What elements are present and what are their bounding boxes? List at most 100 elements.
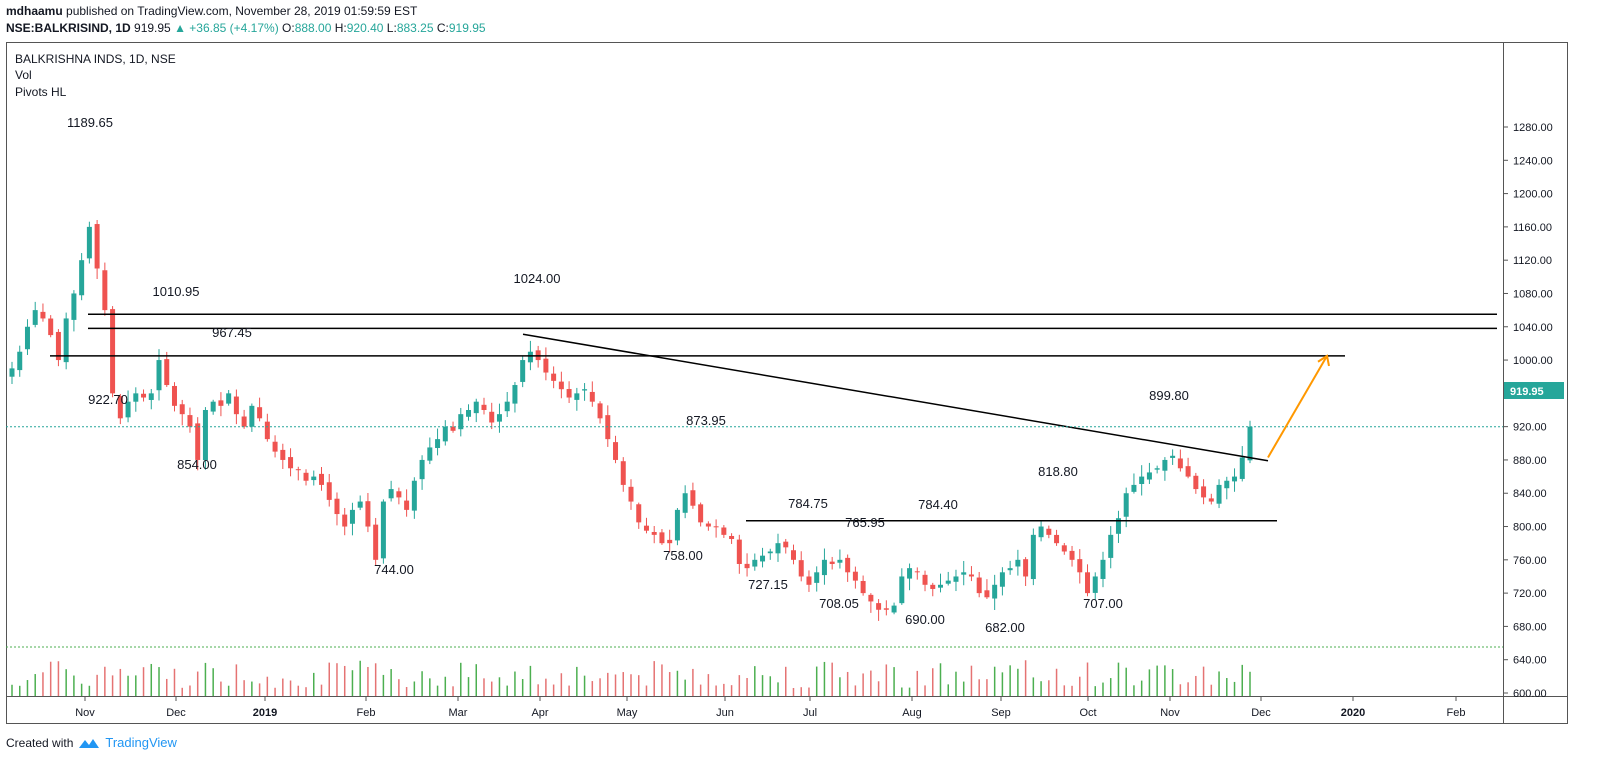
candle-body (179, 404, 185, 415)
candle-body (1077, 559, 1083, 573)
candle-body (458, 414, 464, 430)
candle-body (1247, 426, 1253, 461)
price-tick-label: 920.00 (1513, 422, 1547, 434)
candle-body (667, 539, 673, 544)
pivot-label: 758.00 (663, 548, 703, 563)
price-tick-label: 1000.00 (1513, 355, 1553, 367)
candle-body (1154, 468, 1160, 470)
candle-body (543, 358, 549, 373)
price-tick-label: 1200.00 (1513, 189, 1553, 201)
candle-body (589, 391, 595, 402)
high-value: 920.40 (346, 21, 384, 35)
candle-body (930, 584, 936, 589)
candle-body (79, 260, 85, 296)
candle-body (527, 351, 533, 363)
candles (9, 219, 1253, 621)
candle-body (1239, 457, 1245, 479)
candle-body (790, 550, 796, 560)
candle-body (767, 551, 773, 554)
last-price-badge-label: 919.95 (1510, 386, 1544, 398)
candle-body (613, 442, 619, 460)
time-tick-label: Nov (75, 707, 95, 719)
candle-body (210, 401, 216, 412)
price-tick-label: 880.00 (1513, 455, 1547, 467)
candle-body (698, 504, 704, 523)
candle-body (311, 476, 317, 481)
time-axis[interactable]: Nov Dec 2019 Feb Mar Apr May Jun Jul Aug Sep Oct Nov… (75, 696, 1465, 719)
author-name[interactable]: mdhaamu (6, 4, 63, 18)
candle-body (1061, 545, 1067, 552)
price-tick-label: 1120.00 (1513, 255, 1552, 267)
candle-body (705, 523, 711, 527)
candle-body (628, 486, 634, 502)
candle-body (736, 539, 742, 564)
candle-body (202, 410, 208, 461)
candle-body (829, 561, 835, 564)
candle-body (1185, 466, 1191, 477)
candle-body (148, 393, 154, 400)
candle-body (976, 577, 982, 594)
tradingview-cloud-icon (79, 738, 100, 748)
time-tick-label: 2019 (253, 707, 277, 719)
candle-body (373, 524, 379, 560)
low-label: L: (386, 21, 397, 35)
pivot-label: 784.40 (918, 497, 958, 512)
pivot-label: 784.75 (788, 496, 828, 511)
pivot-label: 708.05 (819, 596, 859, 611)
candle-body (643, 525, 649, 531)
pivot-label: 922.70 (88, 392, 128, 407)
price-tick-label: 1040.00 (1513, 322, 1553, 334)
candle-body (496, 414, 502, 422)
candle-body (388, 489, 394, 499)
candle-body (938, 584, 943, 588)
time-tick-label: Jul (803, 707, 817, 719)
time-tick-label: Mar (449, 707, 468, 719)
candle-body (94, 224, 100, 269)
candle-body (984, 590, 990, 598)
candle-body (380, 501, 386, 559)
candle-body (110, 309, 116, 394)
candle-body (1015, 559, 1021, 567)
candle-body (334, 498, 340, 515)
pivot-label: 707.00 (1083, 596, 1123, 611)
pivot-label: 1189.65 (67, 115, 113, 130)
time-tick-label: May (617, 707, 638, 719)
candle-body (876, 603, 882, 610)
candle-body (365, 501, 371, 527)
candle-body (473, 401, 479, 414)
candle-body (1108, 534, 1114, 558)
candle-body (357, 501, 363, 508)
candle-body (48, 318, 54, 336)
candle-body (968, 574, 974, 577)
pivot-label: 854.00 (177, 457, 217, 472)
pivot-label: 873.95 (686, 413, 726, 428)
candle-body (24, 326, 30, 350)
pivot-label: 744.00 (374, 562, 414, 577)
legend-title: BALKRISHNA INDS, 1D, NSE (15, 52, 176, 66)
candle-body (411, 480, 417, 511)
pivot-label: 1024.00 (514, 271, 561, 286)
tradingview-brand[interactable]: TradingView (105, 735, 177, 750)
candle-body (582, 389, 588, 391)
candle-body (1216, 484, 1222, 504)
price-axis[interactable]: 600.00 640.00 680.00 720.00 760.00 800.00 840.… (1503, 122, 1553, 700)
candle-body (1201, 486, 1207, 498)
price-tick-label: 720.00 (1513, 588, 1547, 600)
candle-body (466, 410, 472, 417)
candle-body (481, 404, 487, 410)
candle-body (566, 389, 572, 398)
candle-body (1100, 559, 1106, 579)
symbol-label: NSE:BALKRISIND, 1D (6, 21, 131, 35)
candle-body (814, 572, 820, 583)
pivot-label: 765.95 (845, 515, 885, 530)
pivot-labels: 1189.65 922.70 1010.95 854.00 967.45 744.00 10… (67, 115, 1189, 635)
candle-body (280, 449, 286, 460)
candle-body (141, 393, 147, 398)
legend-vol[interactable]: Vol (15, 68, 32, 82)
candle-body (907, 568, 913, 579)
time-tick-label: Aug (902, 707, 922, 719)
candle-body (651, 531, 657, 535)
legend-pivots[interactable]: Pivots HL (15, 85, 67, 99)
candle-body (852, 571, 858, 581)
